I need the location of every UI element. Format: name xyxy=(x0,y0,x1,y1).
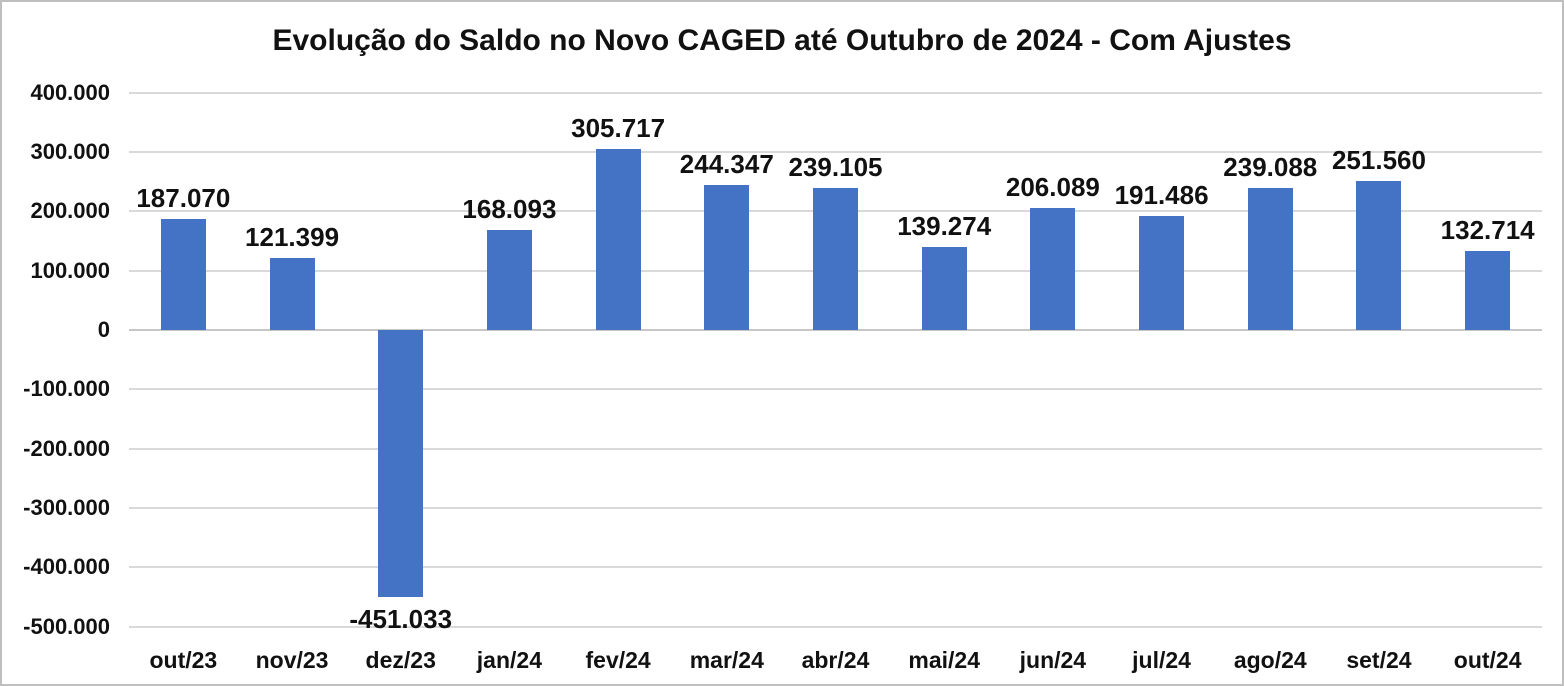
bar-value-label-fev-24: 305.717 xyxy=(571,112,666,143)
bar-mar-24 xyxy=(704,185,750,330)
y-axis-tick-label: 400.000 xyxy=(30,79,110,105)
x-category-label-fev-24: fev/24 xyxy=(585,647,651,673)
bar-out-23 xyxy=(160,219,206,330)
bar-value-label-mar-24: 244.347 xyxy=(679,149,774,180)
bar-value-label-out-24: 132.714 xyxy=(1440,215,1535,246)
bar-fev-24 xyxy=(595,148,641,330)
bar-abr-24 xyxy=(813,188,858,330)
y-axis-tick-label: -100.000 xyxy=(23,376,110,402)
bar-value-label-nov-23: 121.399 xyxy=(245,222,340,252)
x-category-label-out-24: out/24 xyxy=(1453,647,1522,673)
x-category-label-set-24: set/24 xyxy=(1346,647,1412,673)
bar-dez-23 xyxy=(378,330,424,598)
chart-title: Evolução do Saldo no Novo CAGED até Outu… xyxy=(272,24,1292,57)
bar-nov-23 xyxy=(269,258,315,330)
bar-value-label-out-23: 187.070 xyxy=(136,183,231,214)
gridline xyxy=(129,91,1542,94)
gridline xyxy=(129,625,1542,628)
gridline xyxy=(129,388,1542,391)
bar-out-24 xyxy=(1465,251,1511,330)
y-axis-tick-label: 100.000 xyxy=(30,257,110,283)
bar-value-label-jan-24: 168.093 xyxy=(462,194,557,225)
y-axis-tick-label: 0 xyxy=(97,317,110,342)
bar-value-label-mai-24: 139.274 xyxy=(897,211,992,242)
x-category-label-jun-24: jun/24 xyxy=(1019,647,1087,673)
x-category-label-nov-23: nov/23 xyxy=(255,647,329,673)
x-category-label-mai-24: mai/24 xyxy=(908,647,980,673)
x-category-label-abr-24: abr/24 xyxy=(801,647,870,673)
bar-jun-24 xyxy=(1030,207,1076,330)
gridline xyxy=(129,151,1542,154)
x-category-label-ago-24: ago/24 xyxy=(1233,647,1307,673)
zero-axis-line xyxy=(129,329,1542,331)
x-category-label-out-23: out/23 xyxy=(149,647,218,673)
x-category-label-dez-23: dez/23 xyxy=(365,647,436,673)
bar-value-label-dez-23: -451.033 xyxy=(349,604,453,635)
bar-jul-24 xyxy=(1139,216,1185,330)
bar-value-label-jul-24: 191.486 xyxy=(1114,180,1209,211)
y-axis-tick-label: 300.000 xyxy=(30,139,110,165)
x-category-label-mar-24: mar/24 xyxy=(689,647,764,673)
bar-value-label-abr-24: 239.105 xyxy=(788,152,883,183)
y-axis-tick-label: -300.000 xyxy=(23,494,110,520)
gridline xyxy=(129,566,1542,569)
gridline xyxy=(129,506,1542,509)
bar-ago-24 xyxy=(1247,188,1293,330)
gridline xyxy=(129,447,1542,450)
y-axis-tick-label: -200.000 xyxy=(23,435,110,461)
y-axis-tick-label: -500.000 xyxy=(23,613,110,639)
x-category-label-jan-24: jan/24 xyxy=(476,647,543,673)
bar-value-label-ago-24: 239.088 xyxy=(1223,152,1318,183)
bar-mai-24 xyxy=(921,247,967,330)
bar-value-label-set-24: 251.560 xyxy=(1331,144,1426,175)
y-axis-tick-label: 200.000 xyxy=(30,198,110,224)
bar-set-24 xyxy=(1356,180,1402,330)
y-axis-tick-label: -400.000 xyxy=(23,554,110,580)
bar-value-label-jun-24: 206.089 xyxy=(1005,171,1100,202)
bar-jan-24 xyxy=(486,230,532,330)
x-category-label-jul-24: jul/24 xyxy=(1132,647,1191,673)
